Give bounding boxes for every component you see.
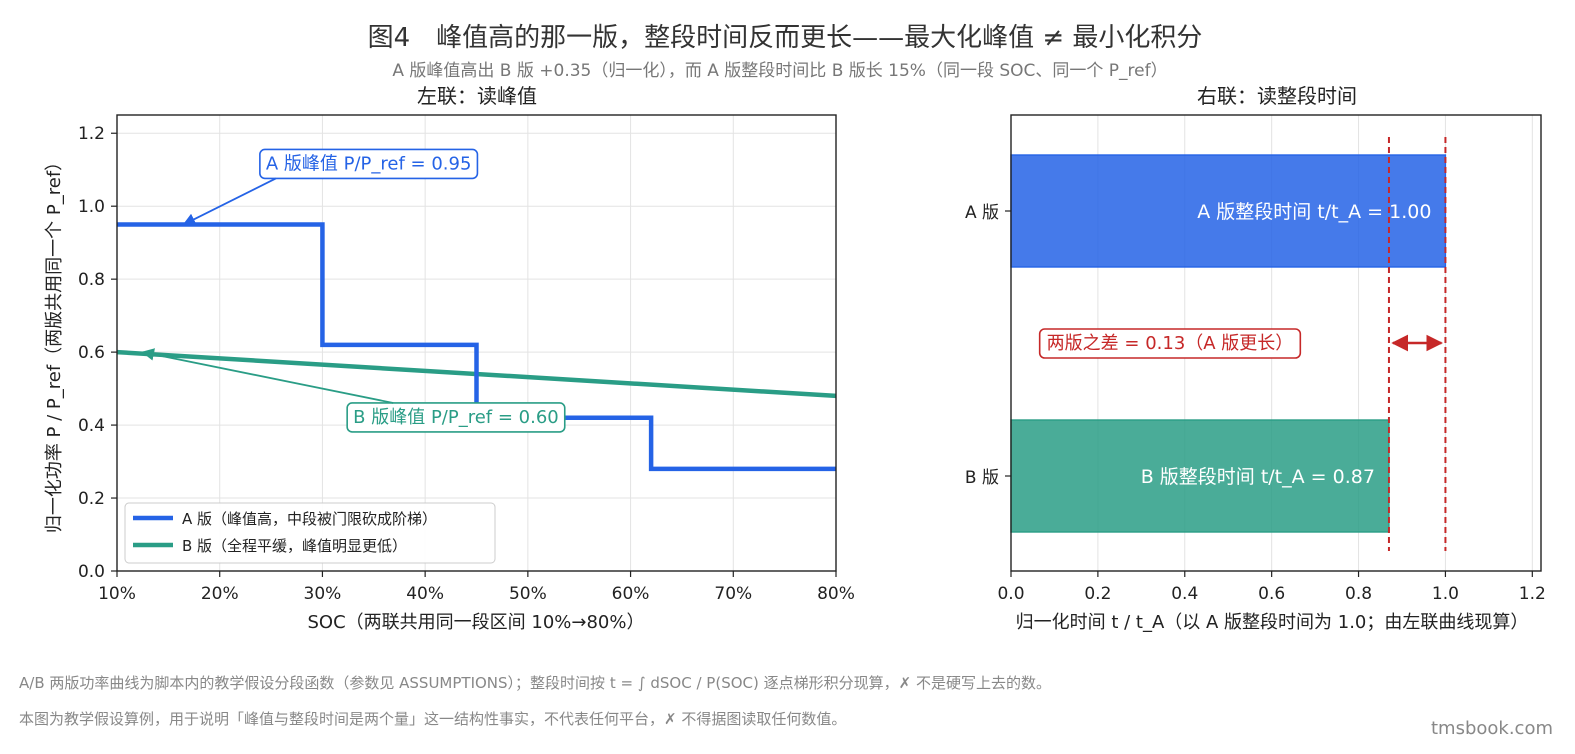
left-annotations: A 版峰值 P/P_ref = 0.95 B 版峰值 P/P_ref = 0.60	[141, 148, 566, 433]
figure-subtitle: A 版峰值高出 B 版 +0.35（归一化），而 A 版整段时间比 B 版长 1…	[392, 61, 1167, 81]
right-x-tick-label: 0.0	[997, 584, 1024, 604]
annotation-arrow	[141, 348, 394, 404]
bar-b	[1010, 419, 1390, 533]
footnote-2: 本图为教学假设算例，用于说明「峰值与整段时间是两个量」这一结构性事实，不代表任何…	[19, 710, 846, 728]
right-panel-title: 右联：读整段时间	[1197, 84, 1357, 108]
left-panel: 左联：读峰值 A 版峰值 P/P_ref = 0.95 B 版峰值 P/P_ref…	[44, 84, 855, 633]
left-x-tick-label: 70%	[714, 584, 752, 604]
annotation-label: A 版峰值 P/P_ref = 0.95	[266, 153, 472, 174]
bar-a	[1010, 154, 1447, 268]
left-x-tick-label: 10%	[98, 584, 136, 604]
left-x-tick-label: 40%	[406, 584, 444, 604]
legend-label-a: A 版（峰值高，中段被门限砍成阶梯）	[182, 510, 437, 528]
left-y-tick-label: 0.8	[78, 270, 105, 290]
annotation-box	[259, 148, 479, 180]
legend-label-b: B 版（全程平缓，峰值明显更低）	[182, 537, 407, 555]
right-bars: A 版整段时间 t/t_A = 1.00 B 版整段时间 t/t_A = 0.87	[1010, 154, 1447, 533]
right-x-tick-label: 0.2	[1084, 584, 1111, 604]
left-y-axis-label: 归一化功率 P / P_ref（两版共用同一个 P_ref）	[44, 153, 65, 533]
left-x-ticks: 10% 20% 30% 40% 50% 60% 70% 80%	[98, 571, 855, 604]
right-plot-frame	[1010, 114, 1542, 572]
figure-title: 图4 峰值高的那一版，整段时间反而更长——最大化峰值 ≠ 最小化积分	[368, 23, 1203, 53]
right-difference: 两版之差 = 0.13（A 版更长）	[1038, 137, 1447, 551]
bar-value-label: B 版整段时间 t/t_A = 0.87	[1141, 466, 1375, 488]
bar-value-label: A 版整段时间 t/t_A = 1.00	[1197, 201, 1431, 223]
difference-box	[1038, 328, 1302, 359]
left-series	[116, 222, 837, 472]
left-x-tick-label: 20%	[201, 584, 239, 604]
left-y-tick-label: 0.2	[78, 489, 105, 509]
right-x-ticks: 0.0 0.2 0.4 0.6 0.8 1.0 1.2	[997, 571, 1546, 604]
left-y-tick-label: 1.2	[78, 124, 105, 144]
left-panel-title: 左联：读峰值	[417, 84, 537, 108]
left-legend: A 版（峰值高，中段被门限砍成阶梯） B 版（全程平缓，峰值明显更低）	[124, 502, 496, 564]
left-y-tick-label: 0.4	[78, 416, 105, 436]
difference-annotation: 两版之差 = 0.13（A 版更长）	[1038, 328, 1302, 359]
annotation-arrow	[182, 177, 277, 226]
left-x-tick-label: 50%	[509, 584, 547, 604]
left-x-tick-label: 30%	[304, 584, 342, 604]
left-y-tick-label: 1.0	[78, 197, 105, 217]
left-y-ticks: 0.0 0.2 0.4 0.6 0.8 1.0 1.2	[78, 124, 117, 582]
right-y-tick-label: B 版	[965, 468, 999, 488]
annotation-a-peak: A 版峰值 P/P_ref = 0.95	[182, 148, 479, 226]
difference-label: 两版之差 = 0.13（A 版更长）	[1047, 333, 1294, 354]
right-y-ticks: A 版 B 版	[965, 203, 1011, 488]
annotation-box	[346, 402, 566, 433]
right-panel: 右联：读整段时间 A 版整段时间 t/t_A = 1.00 B 版整段时间 t/t…	[965, 84, 1546, 633]
left-x-tick-label: 60%	[612, 584, 650, 604]
footnote-1: A/B 两版功率曲线为脚本内的教学假设分段函数（参数见 ASSUMPTIONS）…	[19, 674, 1051, 692]
right-y-tick-label: A 版	[965, 203, 999, 223]
annotation-label: B 版峰值 P/P_ref = 0.60	[353, 407, 559, 428]
series-a-line	[117, 222, 836, 472]
right-x-tick-label: 0.4	[1171, 584, 1198, 604]
left-x-tick-label: 80%	[817, 584, 855, 604]
left-y-tick-label: 0.6	[78, 343, 105, 363]
right-x-axis-label: 归一化时间 t / t_A（以 A 版整段时间为 1.0；由左联曲线现算）	[1016, 612, 1529, 633]
right-x-tick-label: 1.0	[1432, 584, 1459, 604]
right-x-tick-label: 1.2	[1519, 584, 1546, 604]
right-x-tick-label: 0.6	[1258, 584, 1285, 604]
right-x-tick-label: 0.8	[1345, 584, 1372, 604]
left-y-tick-label: 0.0	[78, 562, 105, 582]
watermark: tmsbook.com	[1431, 718, 1553, 739]
annotation-b-peak: B 版峰值 P/P_ref = 0.60	[141, 348, 566, 433]
left-x-axis-label: SOC（两联共用同一段区间 10%→80%）	[308, 612, 645, 633]
left-grid	[116, 115, 837, 572]
legend-box	[124, 502, 496, 564]
left-plot-frame	[116, 114, 837, 572]
